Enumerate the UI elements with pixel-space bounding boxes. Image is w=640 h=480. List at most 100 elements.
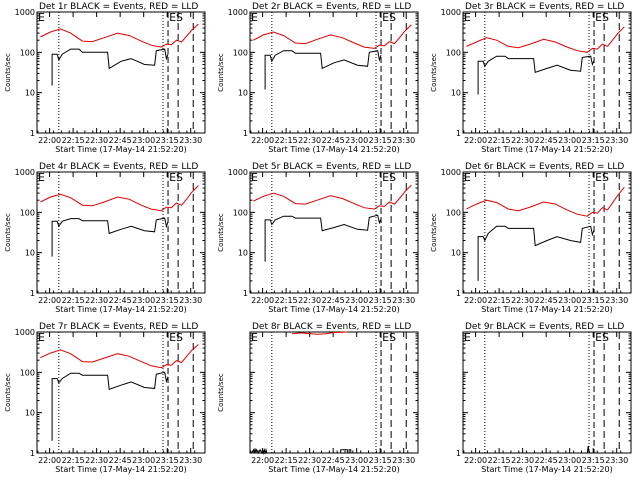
series-lld: [466, 186, 625, 217]
event-marker-label: E: [464, 331, 471, 344]
y-axis-label: Counts/sec: [217, 373, 225, 412]
x-tick-label: 23:15: [156, 456, 179, 465]
x-tick-label: 23:00: [558, 456, 581, 465]
y-axis-label: Counts/sec: [430, 53, 438, 92]
x-tick-label: 23:30: [179, 296, 202, 305]
x-tick-label: 23:00: [132, 456, 155, 465]
plot-frame: [249, 11, 419, 134]
y-axis-label: Counts/sec: [4, 213, 12, 252]
series-events: [477, 55, 595, 95]
x-tick-label: 23:15: [369, 136, 392, 145]
x-tick-label: 23:15: [369, 456, 392, 465]
event-marker-label: E: [38, 171, 45, 184]
y-tick-label: 1: [30, 129, 35, 138]
y-tick-label: 10: [25, 249, 35, 258]
y-tick-label: 1000: [15, 168, 35, 177]
x-tick-label: 23:00: [132, 136, 155, 145]
y-tick-label: 100: [446, 208, 461, 217]
x-tick-label: 22:15: [488, 296, 511, 305]
x-tick-label: 23:00: [345, 136, 368, 145]
x-tick-label: 22:00: [251, 136, 274, 145]
y-axis-label: Counts/sec: [217, 213, 225, 252]
x-tick-label: 22:45: [109, 136, 132, 145]
x-tick-label: 23:30: [179, 456, 202, 465]
y-tick-label: 1: [243, 129, 248, 138]
x-tick-label: 23:00: [345, 296, 368, 305]
y-tick-label: 1000: [15, 328, 35, 337]
x-tick-label: 22:15: [488, 136, 511, 145]
event-marker-label: E: [464, 171, 471, 184]
plot-frame: [36, 331, 206, 454]
x-tick-label: 23:30: [392, 136, 415, 145]
x-tick-label: 23:15: [156, 136, 179, 145]
x-tick-label: 22:15: [275, 456, 298, 465]
plot-frame: [36, 11, 206, 134]
event-marker-label: ES: [169, 171, 183, 184]
chart-title: Det 1r BLACK = Events, RED = LLD: [39, 2, 198, 12]
chart-title: Det 3r BLACK = Events, RED = LLD: [465, 2, 624, 12]
x-tick-label: 22:00: [251, 296, 274, 305]
plot-frame: [462, 171, 632, 294]
x-tick-label: 22:00: [464, 296, 487, 305]
plot-frame: [462, 331, 632, 454]
event-marker-label: ES: [595, 331, 609, 344]
x-tick-label: 23:30: [179, 136, 202, 145]
chart-title: Det 7r BLACK = Events, RED = LLD: [39, 322, 198, 332]
y-tick-label: 1000: [441, 8, 461, 17]
series-lld: [40, 344, 199, 369]
x-tick-label: 23:30: [392, 456, 415, 465]
series-events: [51, 48, 169, 86]
chart-title: Det 9r BLACK = Events, RED = LLD: [465, 322, 624, 332]
event-marker-label: E: [38, 331, 45, 344]
x-axis-label: Start Time (17-May-14 21:52:20): [55, 145, 186, 154]
plot-frame: [36, 171, 206, 294]
x-tick-label: 22:30: [298, 456, 321, 465]
x-tick-label: 22:45: [322, 456, 345, 465]
y-tick-label: 10: [238, 89, 248, 98]
x-axis-label: Start Time (17-May-14 21:52:20): [481, 305, 612, 314]
chart-title: Det 5r BLACK = Events, RED = LLD: [252, 162, 411, 172]
y-tick-label: 1: [456, 289, 461, 298]
x-tick-label: 22:00: [464, 136, 487, 145]
chart-panel-1: Det 1r BLACK = Events, RED = LLD 1 10 100 10…: [4, 2, 206, 154]
x-tick-label: 23:00: [558, 296, 581, 305]
chart-panel-6: Det 6r BLACK = Events, RED = LLD 1 10 100 10…: [430, 162, 632, 314]
plot-frame: [249, 171, 419, 294]
y-axis-label: Counts/sec: [430, 213, 438, 252]
y-tick-label: 100: [20, 208, 35, 217]
y-tick-label: 1: [243, 289, 248, 298]
x-tick-label: 23:30: [605, 296, 628, 305]
y-tick-label: 1000: [228, 8, 248, 17]
series-events: [51, 217, 169, 257]
event-marker-label: ES: [382, 331, 396, 344]
y-tick-label: 100: [20, 48, 35, 57]
y-tick-label: 10: [451, 89, 461, 98]
event-marker-label: E: [251, 11, 258, 24]
x-tick-label: 22:45: [535, 296, 558, 305]
x-tick-label: 23:00: [345, 456, 368, 465]
event-marker-label: ES: [595, 11, 609, 24]
chart-panel-7: Det 7r BLACK = Events, RED = LLD 1 10 100 10…: [4, 322, 206, 474]
plot-frame: [462, 11, 632, 134]
x-tick-label: 22:45: [322, 136, 345, 145]
x-tick-label: 22:30: [298, 296, 321, 305]
x-tick-label: 22:45: [109, 296, 132, 305]
x-axis-label: Start Time (17-May-14 21:52:20): [268, 305, 399, 314]
chart-panel-4: Det 4r BLACK = Events, RED = LLD 1 10 100 10…: [4, 162, 206, 314]
x-tick-label: 22:00: [38, 296, 61, 305]
x-axis-label: Start Time (17-May-14 21:52:20): [55, 305, 186, 314]
series-lld: [40, 23, 199, 48]
y-tick-label: 1: [30, 289, 35, 298]
chart-title: Det 2r BLACK = Events, RED = LLD: [252, 2, 411, 12]
series-events: [264, 214, 382, 262]
event-marker-label: ES: [169, 331, 183, 344]
y-tick-label: 100: [20, 368, 35, 377]
x-tick-label: 22:15: [488, 456, 511, 465]
y-tick-label: 10: [238, 249, 248, 258]
x-tick-label: 22:30: [511, 136, 534, 145]
series-lld: [466, 26, 625, 53]
x-tick-label: 22:30: [298, 136, 321, 145]
x-tick-label: 23:15: [582, 456, 605, 465]
x-tick-label: 23:30: [392, 296, 415, 305]
